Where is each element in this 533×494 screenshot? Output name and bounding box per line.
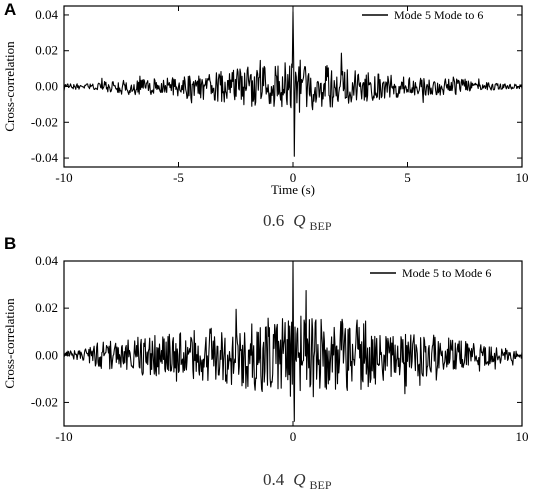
caption-subscript-b: BEP bbox=[310, 478, 332, 492]
y-tick-label: 0.04 bbox=[35, 253, 58, 268]
legend-label-a: Mode 5 Mode to 6 bbox=[394, 8, 483, 22]
legend-b: Mode 5 to Mode 6 bbox=[370, 266, 491, 280]
panel-letter-a: A bbox=[4, 0, 16, 19]
series-line bbox=[63, 260, 523, 422]
y-tick-label: 0.04 bbox=[35, 7, 58, 22]
x-tick-label: -10 bbox=[55, 170, 72, 185]
caption-value-a: 0.6 bbox=[263, 211, 284, 230]
panel-caption-b: 0.4 Q BEP bbox=[263, 470, 332, 492]
y-tick-label: -0.02 bbox=[31, 394, 58, 409]
x-tick-label: -5 bbox=[173, 170, 184, 185]
x-tick-label: 10 bbox=[516, 170, 529, 185]
series-b bbox=[63, 260, 523, 422]
caption-subscript-a: BEP bbox=[310, 219, 332, 233]
caption-value-b: 0.4 bbox=[263, 470, 285, 489]
legend-a: Mode 5 Mode to 6 bbox=[362, 8, 483, 22]
x-tick-label: 0 bbox=[290, 429, 297, 444]
legend-label-b: Mode 5 to Mode 6 bbox=[402, 266, 491, 280]
x-axis-title-a: Time (s) bbox=[271, 182, 315, 197]
panel-caption-a: 0.6 Q BEP bbox=[263, 211, 332, 233]
x-tick-label: 0 bbox=[290, 170, 297, 185]
y-tick-label: 0.02 bbox=[35, 43, 58, 58]
x-tick-label: -10 bbox=[55, 429, 72, 444]
series-line bbox=[63, 10, 523, 157]
chart-panel-a: A -10 -5 0 5 10 -0.04 -0.02 0.00 0.02 0.04 Time (… bbox=[2, 0, 529, 233]
y-tick-label: 0.00 bbox=[35, 79, 58, 94]
x-tick-label: 10 bbox=[516, 429, 529, 444]
caption-symbol-b: Q bbox=[293, 470, 305, 489]
ticks-a: -10 -5 0 5 10 -0.04 -0.02 0.00 0.02 0.04 bbox=[31, 6, 529, 185]
x-tick-label: 5 bbox=[404, 170, 411, 185]
series-a bbox=[63, 10, 523, 157]
y-tick-label: 0.02 bbox=[35, 300, 58, 315]
y-tick-label: -0.04 bbox=[31, 150, 59, 165]
y-tick-label: -0.02 bbox=[31, 114, 58, 129]
ticks-b: -10 0 10 -0.02 0.00 0.02 0.04 bbox=[31, 253, 529, 444]
y-axis-title-a: Cross-correlation bbox=[2, 41, 17, 132]
caption-symbol-a: Q bbox=[293, 211, 305, 230]
y-axis-title-b: Cross-correlation bbox=[2, 298, 17, 389]
panel-letter-b: B bbox=[4, 234, 16, 253]
y-tick-label: 0.00 bbox=[35, 347, 58, 362]
chart-panel-b: B -10 0 10 -0.02 0.00 0.02 0.04 Cross-correlat… bbox=[2, 234, 529, 492]
